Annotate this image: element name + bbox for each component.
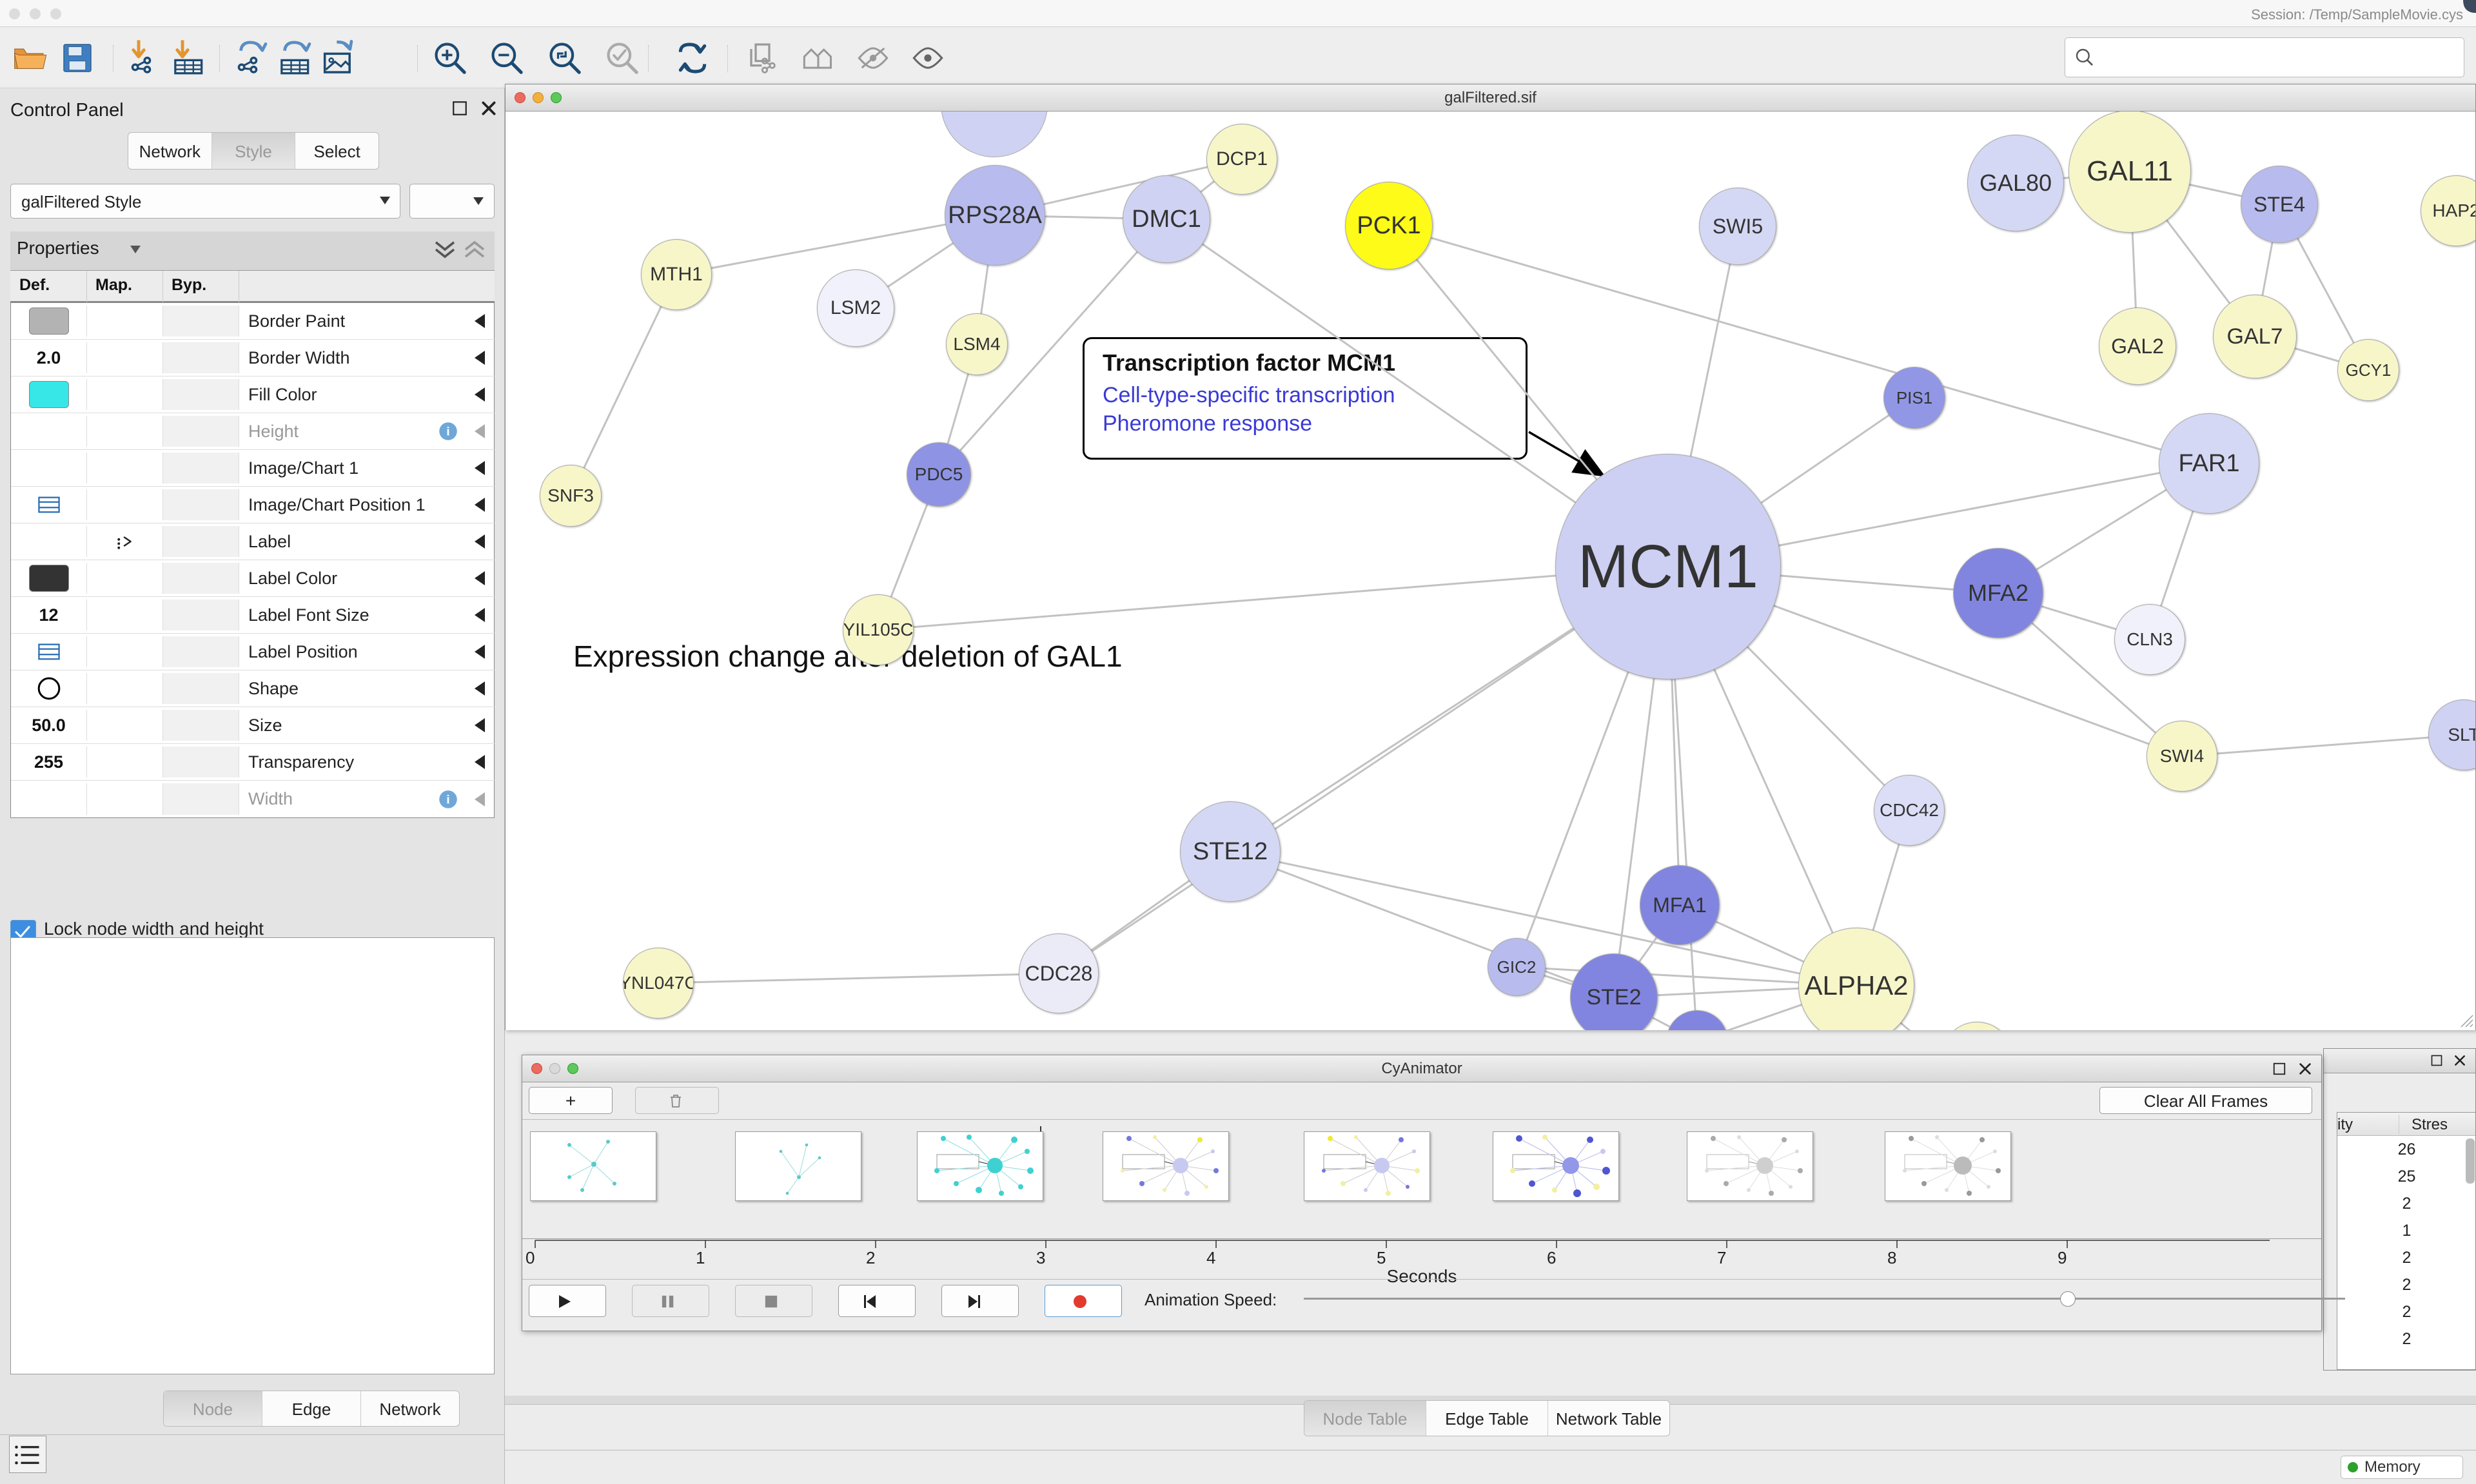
svg-text:i: i: [446, 792, 449, 806]
svg-text:i: i: [446, 424, 449, 438]
